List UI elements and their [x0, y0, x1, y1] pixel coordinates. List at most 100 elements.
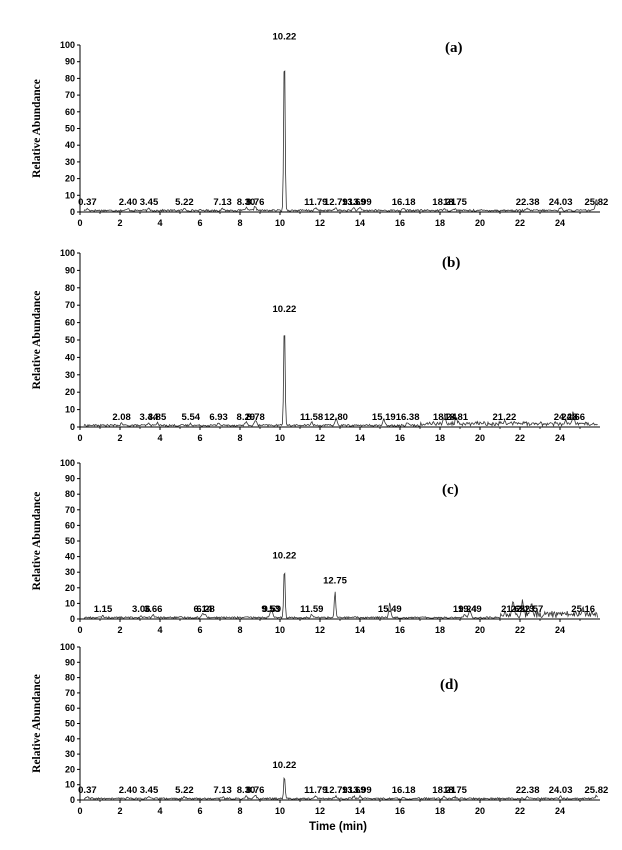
peak-label: 9.53 [261, 604, 280, 615]
x-tick-label: 22 [515, 806, 525, 816]
peak-label: 18.24 [433, 412, 457, 423]
y-tick-label: 30 [65, 749, 75, 759]
y-axis-label: Relative Abundance [31, 79, 43, 178]
y-tick-label: 100 [60, 642, 75, 652]
y-tick-label: 40 [65, 552, 75, 562]
peak-label: 6.93 [209, 412, 228, 423]
x-tick-label: 0 [77, 625, 82, 635]
peak-label: 5.22 [175, 197, 194, 208]
peak-label: 2.40 [119, 785, 138, 796]
peak-label: 13.99 [348, 197, 372, 208]
x-tick-label: 12 [315, 433, 325, 443]
peak-label: 8.76 [246, 785, 265, 796]
chromatogram-trace [83, 335, 598, 428]
x-tick-label: 16 [395, 806, 405, 816]
chromatogram-trace [84, 776, 598, 801]
x-tick-label: 16 [395, 433, 405, 443]
y-tick-label: 0 [70, 422, 75, 432]
x-tick-label: 24 [555, 806, 565, 816]
y-tick-label: 10 [65, 780, 75, 790]
peak-label: 18.75 [443, 785, 467, 796]
peak-label: 7.13 [213, 785, 232, 796]
peak-label: 6.14 [194, 604, 213, 615]
x-tick-label: 8 [237, 625, 242, 635]
y-tick-label: 20 [65, 583, 75, 593]
y-tick-label: 0 [70, 614, 75, 624]
peak-label: 11.58 [300, 412, 323, 423]
peak-label: 21.65 [501, 604, 525, 615]
y-tick-label: 60 [65, 107, 75, 117]
peak-label: 22.57 [520, 604, 544, 615]
x-tick-label: 2 [117, 433, 122, 443]
peak-label: 8.78 [246, 412, 265, 423]
x-tick-label: 14 [355, 433, 365, 443]
y-tick-label: 90 [65, 265, 75, 275]
x-tick-label: 2 [117, 625, 122, 635]
peak-label: 22.13 [511, 604, 535, 615]
x-tick-label: 24 [555, 218, 565, 228]
x-tick-label: 18 [435, 625, 445, 635]
peak-label: 3.44 [140, 412, 159, 423]
peak-label: 24.03 [549, 197, 573, 208]
y-tick-label: 80 [65, 489, 75, 499]
x-tick-label: 16 [395, 625, 405, 635]
y-tick-label: 90 [65, 657, 75, 667]
y-tick-label: 100 [60, 40, 75, 50]
y-tick-label: 30 [65, 370, 75, 380]
panel-label: (b) [442, 255, 460, 271]
peak-label: 6.28 [196, 604, 215, 615]
y-tick-label: 50 [65, 335, 75, 345]
y-tick-label: 90 [65, 474, 75, 484]
x-tick-label: 0 [77, 218, 82, 228]
y-tick-label: 60 [65, 703, 75, 713]
y-tick-label: 40 [65, 734, 75, 744]
y-tick-label: 20 [65, 764, 75, 774]
chromatogram-trace [83, 70, 598, 213]
peak-label: 16.38 [396, 412, 420, 423]
peak-label: 8.30 [237, 197, 256, 208]
peak-label: 5.22 [175, 785, 194, 796]
y-tick-label: 40 [65, 352, 75, 362]
peak-label: 24.28 [554, 412, 578, 423]
peak-label: 2.08 [112, 412, 131, 423]
y-tick-label: 60 [65, 318, 75, 328]
y-tick-label: 60 [65, 520, 75, 530]
y-tick-label: 50 [65, 124, 75, 134]
peak-label: 2.40 [119, 197, 138, 208]
y-tick-label: 30 [65, 157, 75, 167]
peak-label: 7.13 [213, 197, 232, 208]
x-tick-label: 20 [475, 433, 485, 443]
peak-label: 12.80 [324, 412, 348, 423]
peak-label: 10.22 [273, 551, 297, 562]
x-tick-label: 8 [237, 218, 242, 228]
peak-label: 10.22 [273, 31, 297, 42]
peak-label: 13.69 [342, 785, 366, 796]
x-tick-label: 4 [157, 806, 162, 816]
x-tick-label: 16 [395, 218, 405, 228]
peak-label: 8.76 [246, 197, 265, 208]
x-tick-label: 22 [515, 433, 525, 443]
y-tick-label: 50 [65, 719, 75, 729]
y-axis-label: Relative Abundance [31, 291, 43, 390]
y-tick-label: 100 [60, 458, 75, 468]
peak-label: 18.21 [432, 785, 456, 796]
peak-label: 21.22 [493, 412, 517, 423]
peak-label: 8.30 [237, 785, 256, 796]
x-tick-label: 14 [355, 625, 365, 635]
peak-label: 0.37 [78, 785, 97, 796]
peak-label: 25.82 [585, 785, 609, 796]
x-tick-label: 12 [315, 218, 325, 228]
peak-label: 12.79 [324, 785, 348, 796]
x-tick-label: 6 [197, 625, 202, 635]
peak-label: 12.79 [324, 197, 348, 208]
x-tick-label: 20 [475, 806, 485, 816]
x-tick-label: 24 [555, 433, 565, 443]
peak-label: 11.79 [304, 197, 327, 208]
y-tick-label: 80 [65, 73, 75, 83]
y-tick-label: 40 [65, 140, 75, 150]
